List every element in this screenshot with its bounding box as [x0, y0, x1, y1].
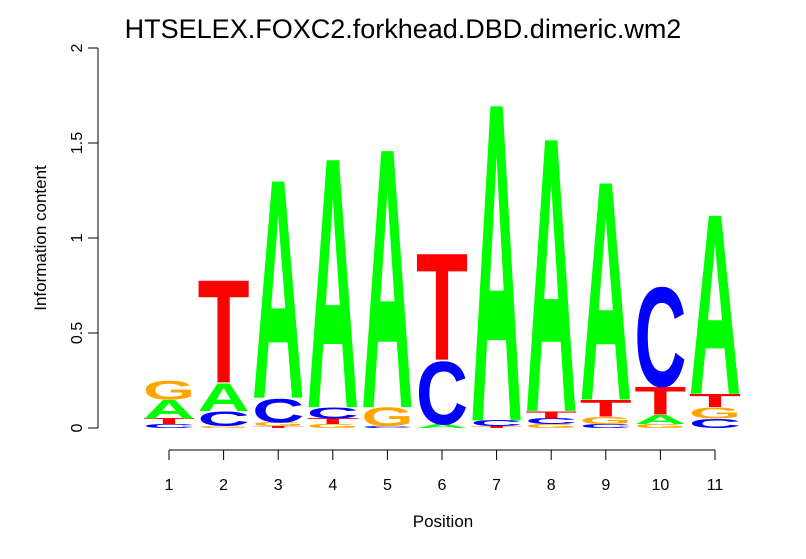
x-axis-title: Position	[413, 512, 473, 531]
x-tick-label: 9	[601, 477, 610, 494]
logo-letter-C: C	[416, 344, 468, 444]
logo-letter-T: T	[307, 417, 359, 426]
logo-letter-C: C	[525, 417, 577, 426]
x-tick-label: 10	[652, 477, 670, 494]
logo-letter-C: C	[198, 407, 250, 430]
logo-letter-G: G	[307, 423, 359, 429]
logo-letter-G: G	[252, 421, 304, 427]
logo-letter-A: A	[471, 8, 523, 518]
y-tick-label: 2	[69, 43, 86, 52]
logo-letter-C: C	[307, 405, 359, 423]
logo-letter-G: G	[361, 402, 413, 432]
logo-letter-A: A	[580, 117, 632, 467]
y-tick-label: 1.5	[69, 132, 86, 154]
x-tick-label: 8	[547, 477, 556, 494]
logo-letter-C: C	[252, 391, 304, 429]
logo-letter-T: T	[525, 409, 577, 421]
chart-title: HTSELEX.FOXC2.forkhead.DBD.dimeric.wm2	[125, 14, 682, 44]
logo-letter-A: A	[307, 83, 359, 484]
logo-letter-C: C	[634, 257, 686, 416]
logo-letter-T: T	[416, 222, 468, 393]
logo-letter-A: A	[252, 115, 304, 465]
logo-letter-A: A	[634, 412, 686, 427]
logo-letter-C: C	[580, 423, 632, 429]
x-tick-label: 5	[383, 477, 392, 494]
logo-letter-A: A	[361, 70, 413, 487]
logo-letter-A: A	[143, 395, 195, 424]
x-tick-label: 2	[219, 477, 228, 494]
logo-letter-A: A	[689, 161, 741, 450]
logo-letter-T: T	[580, 395, 632, 422]
logo-letter-T: T	[471, 426, 523, 429]
stack-position-5: CGA	[361, 70, 413, 487]
x-tick-label: 4	[328, 477, 337, 494]
x-axis: 1 2 3 4 5 6 7 8 9 10 11	[165, 449, 724, 494]
x-tick-label: 7	[492, 477, 501, 494]
stack-position-7: TCA	[471, 8, 523, 518]
logo-letter-G: G	[525, 423, 577, 429]
x-tick-label: 11	[707, 477, 724, 494]
x-tick-label: 1	[165, 477, 174, 494]
logo-letter-T: T	[689, 391, 741, 412]
logo-letter-C: C	[361, 426, 413, 429]
logo-letter-C: C	[471, 419, 523, 428]
y-axis: 0 0.5 1 1.5 2	[69, 43, 99, 432]
logo-letter-T: T	[252, 426, 304, 429]
logo-letter-G: G	[580, 415, 632, 427]
logo-letter-T: T	[198, 249, 250, 414]
logo-letter-C: C	[143, 423, 195, 429]
logo-letter-C: C	[689, 416, 741, 431]
logo-letter-G: G	[634, 423, 686, 429]
y-tick-label: 0	[69, 423, 86, 432]
y-tick-label: 1	[69, 233, 86, 242]
logo-letter-A: A	[198, 375, 250, 419]
stack-position-6: ACT	[416, 222, 468, 444]
logo-letter-G: G	[689, 404, 741, 422]
logo-letter-T: T	[143, 417, 195, 426]
y-axis-title: Information content	[31, 165, 50, 311]
x-tick-label: 6	[438, 477, 447, 494]
logo-letter-G: G	[198, 426, 250, 429]
logo-letter-A: A	[416, 423, 468, 429]
x-tick-label: 3	[274, 477, 283, 494]
y-tick-label: 0.5	[69, 322, 86, 344]
logo-letter-A: A	[525, 55, 577, 495]
logo-letter-T: T	[634, 380, 686, 424]
logo-letter-G: G	[143, 376, 195, 406]
